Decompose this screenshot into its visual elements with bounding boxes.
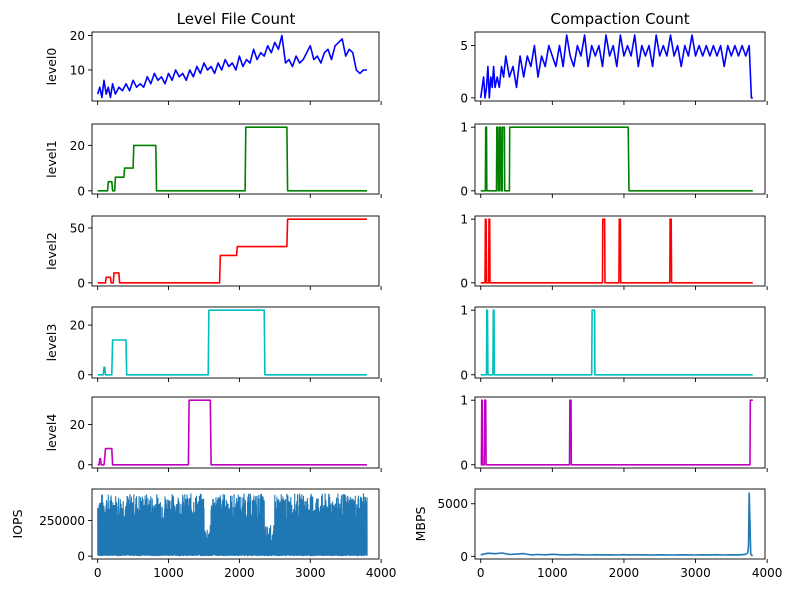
panel-compaction_level0: 05	[460, 31, 768, 105]
x-tick-label: 2000	[609, 566, 640, 580]
y-axis-label: level3	[44, 324, 59, 362]
x-tick-label: 3000	[680, 566, 711, 580]
y-tick-label: 0	[77, 368, 85, 382]
x-tick-label: 3000	[295, 566, 326, 580]
x-tick-label: 2000	[224, 566, 255, 580]
y-tick-label: 0	[460, 184, 468, 198]
y-tick-label: 0	[77, 184, 85, 198]
plot-frame	[474, 31, 766, 102]
x-tick-label: 1000	[153, 566, 184, 580]
panel-compaction_level3: 01	[460, 304, 768, 382]
plot-frame	[91, 123, 380, 195]
y-tick-label: 50	[70, 221, 85, 235]
series-line	[97, 493, 368, 557]
y-tick-label: 0	[460, 368, 468, 382]
y-tick-label: 0	[460, 458, 468, 472]
y-tick-label: 0	[460, 91, 468, 105]
y-axis-label: IOPS	[10, 509, 25, 538]
series-line	[97, 399, 367, 466]
plot-frame	[474, 215, 766, 287]
left-column-title: Level File Count	[177, 10, 296, 28]
plot-frame	[91, 215, 380, 287]
y-tick-label: 1	[460, 121, 468, 135]
y-tick-label: 1	[460, 304, 468, 318]
x-tick-label: 1000	[537, 566, 568, 580]
series-line	[97, 126, 367, 192]
plot-frame	[474, 396, 766, 469]
y-tick-label: 10	[70, 63, 85, 77]
panel-file_level3: 0 20 level3	[44, 306, 382, 382]
series-line	[96, 34, 367, 99]
panel-compaction_level1: 01	[460, 121, 768, 198]
y-tick-label: 1	[460, 213, 468, 227]
panel-file_level2: 0 50 level2	[44, 215, 382, 290]
panel-iops: 0 250000 0 1000 2000 3000 4000 IOPS	[10, 488, 397, 580]
x-tick-label: 4000	[752, 566, 783, 580]
y-axis-label: level0	[44, 48, 59, 86]
series-line	[97, 309, 367, 376]
plot-frame	[474, 123, 766, 195]
panel-file_level1: 0 20 level1	[44, 123, 382, 198]
y-tick-label: 0	[77, 458, 85, 472]
panel-file_level0: 10 20 level0	[44, 29, 382, 105]
series-line	[480, 218, 753, 284]
right-column-title: Compaction Count	[550, 10, 689, 28]
plot-frame	[474, 488, 766, 560]
y-tick-label: 20	[70, 319, 85, 333]
y-tick-label: 20	[70, 418, 85, 432]
x-tick-label: 0	[94, 566, 102, 580]
series-line	[480, 126, 753, 192]
series-line	[479, 34, 753, 99]
subplot-grid: 1020level005020level101050level201020lev…	[10, 29, 782, 580]
y-tick-label: 0	[460, 550, 468, 564]
plot-frame	[474, 306, 766, 379]
panel-file_level4: 0 20 level4	[44, 396, 382, 472]
series-line	[480, 492, 753, 557]
y-axis-label: level4	[44, 414, 59, 452]
y-axis-label: MBPS	[413, 507, 428, 542]
panel-mbps: 0 5000 0 1000 2000 3000 4000 MBPS	[413, 488, 783, 580]
y-tick-label: 250000	[39, 514, 85, 528]
x-tick-label: 4000	[366, 566, 397, 580]
series-line	[480, 399, 753, 466]
series-line	[97, 218, 367, 284]
y-tick-label: 0	[77, 550, 85, 564]
plot-frame	[91, 306, 380, 379]
plot-frame	[91, 31, 380, 102]
y-tick-label: 1	[460, 394, 468, 408]
plot-frame	[91, 396, 380, 469]
y-tick-label: 20	[70, 139, 85, 153]
y-tick-label: 20	[70, 29, 85, 43]
panel-compaction_level2: 01	[460, 213, 768, 290]
y-axis-label: level1	[44, 140, 59, 178]
y-tick-label: 0	[460, 276, 468, 290]
plot-frame	[91, 488, 380, 560]
series-line	[480, 309, 753, 376]
panel-compaction_level4: 01	[460, 394, 768, 472]
y-tick-label: 5	[460, 39, 468, 53]
x-tick-label: 0	[477, 566, 485, 580]
y-tick-label: 0	[77, 276, 85, 290]
y-tick-label: 5000	[437, 497, 468, 511]
y-axis-label: level2	[44, 232, 59, 270]
